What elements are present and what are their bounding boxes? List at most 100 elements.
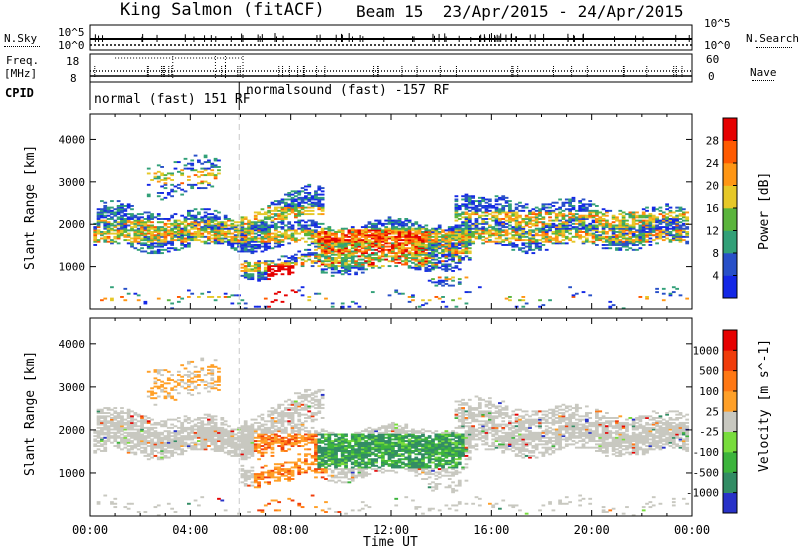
scatter-cell — [314, 205, 318, 207]
scatter-cell — [588, 222, 593, 225]
scatter-cell — [96, 433, 101, 436]
scatter-cell — [595, 226, 599, 229]
scatter-cell — [247, 265, 251, 268]
scatter-cell — [103, 433, 108, 436]
scatter-cell — [451, 248, 455, 251]
scatter-cell — [534, 242, 539, 245]
scatter-cell — [511, 242, 516, 245]
scatter-cell — [153, 435, 158, 438]
scatter-cell — [514, 214, 519, 217]
scatter-cell — [387, 232, 392, 235]
scatter-cell — [387, 252, 392, 255]
scatter-cell — [156, 250, 161, 253]
scatter-cell — [564, 214, 569, 217]
scatter-cell — [397, 235, 402, 238]
scatter-cell — [608, 305, 613, 308]
scatter-cell — [193, 221, 198, 224]
scatter-cell — [625, 222, 629, 225]
scatter-cell — [210, 364, 215, 367]
scatter-cell — [133, 433, 138, 436]
scatter-cell — [146, 445, 151, 447]
scatter-cell — [223, 232, 228, 235]
scatter-cell — [247, 484, 251, 487]
scatter-cell — [96, 219, 101, 222]
scatter-cell — [397, 237, 402, 240]
scatter-cell — [417, 244, 422, 246]
scatter-cell — [190, 237, 195, 240]
scatter-cell — [170, 374, 175, 377]
scatter-cell — [163, 369, 168, 372]
scatter-cell — [203, 211, 208, 214]
scatter-cell — [126, 423, 131, 426]
scatter-cell — [230, 440, 235, 443]
scatter-cell — [568, 232, 572, 235]
scatter-cell — [591, 211, 596, 214]
scatter-cell — [207, 222, 211, 225]
scatter-cell — [354, 244, 358, 246]
scatter-cell — [270, 260, 275, 263]
scatter-cell — [197, 182, 201, 185]
scatter-cell — [257, 221, 261, 224]
scatter-cell — [230, 222, 235, 225]
scatter-cell — [608, 307, 613, 310]
scatter-cell — [451, 235, 455, 238]
scatter-cell — [213, 242, 218, 245]
scatter-cell — [120, 438, 124, 441]
scatter-cell — [464, 198, 469, 201]
scatter-cell — [524, 222, 529, 225]
scatter-cell — [100, 433, 104, 436]
scatter-cell — [538, 242, 542, 245]
scatter-cell — [200, 187, 205, 190]
scatter-cell — [203, 214, 208, 217]
scatter-cell — [116, 232, 121, 235]
scatter-cell — [380, 224, 385, 227]
scatter-cell — [655, 291, 659, 294]
scatter-cell — [314, 222, 318, 225]
scatter-cell — [297, 222, 302, 225]
scatter-cell — [200, 234, 205, 237]
scatter-cell — [401, 242, 405, 245]
scatter-cell — [217, 242, 221, 245]
scatter-cell — [243, 448, 248, 451]
scatter-cell — [130, 222, 134, 225]
scatter-cell — [564, 227, 569, 230]
scatter-cell — [230, 226, 235, 229]
scatter-cell — [528, 209, 532, 212]
scatter-cell — [123, 229, 128, 232]
scatter-cell — [190, 380, 195, 383]
scatter-cell — [625, 234, 629, 237]
scatter-cell — [645, 222, 649, 225]
scatter-cell — [508, 242, 512, 245]
scatter-cell — [427, 239, 432, 242]
scatter-cell — [467, 201, 472, 204]
scatter-cell — [441, 300, 445, 303]
scatter-cell — [116, 242, 121, 245]
scatter-cell — [240, 299, 245, 302]
scatter-cell — [631, 226, 636, 229]
scatter-cell — [190, 430, 195, 433]
scatter-cell — [655, 234, 659, 237]
scatter-cell — [250, 473, 255, 476]
scatter-cell — [434, 284, 439, 287]
scatter-cell — [146, 224, 151, 227]
scatter-cell — [123, 234, 128, 237]
scatter-cell — [297, 198, 302, 201]
scatter-cell — [401, 239, 405, 242]
scatter-cell — [401, 292, 405, 295]
scatter-cell — [554, 232, 559, 235]
scatter-cell — [106, 426, 111, 429]
scatter-cell — [464, 222, 469, 225]
scatter-cell — [498, 227, 502, 230]
scatter-cell — [424, 253, 429, 256]
scatter-cell — [267, 239, 271, 242]
scatter-cell — [441, 296, 445, 298]
beam-date-title: Beam 15 23/Apr/2015 - 24/Apr/2015 — [356, 4, 684, 20]
scatter-cell — [568, 203, 572, 206]
scatter-cell — [671, 291, 676, 294]
scatter-cell — [401, 244, 405, 246]
scatter-cell — [661, 214, 666, 217]
scatter-cell — [584, 206, 589, 209]
scatter-cell — [327, 232, 332, 235]
scatter-cell — [150, 418, 154, 421]
scatter-cell — [223, 216, 228, 219]
